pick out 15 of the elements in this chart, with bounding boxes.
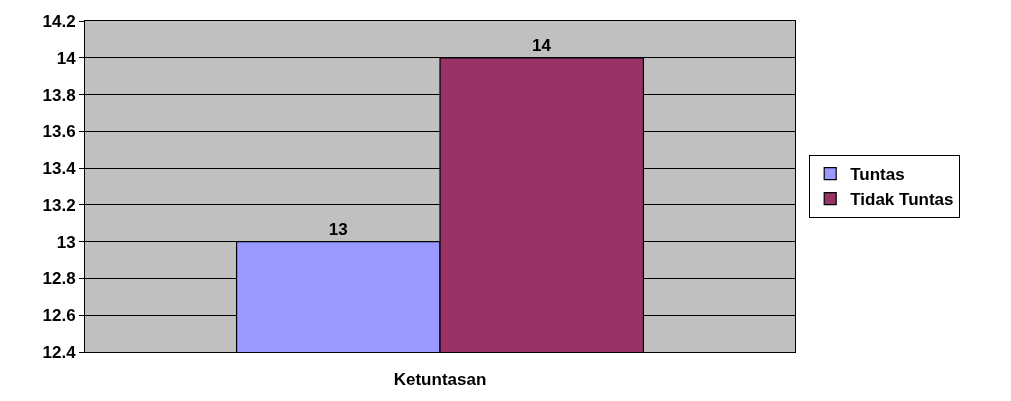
legend-label: Tidak Tuntas (850, 190, 954, 210)
y-tick-label: 13 (56, 232, 76, 252)
y-tick-label: 14.2 (42, 11, 76, 31)
data-label: 14 (531, 35, 552, 55)
y-tick-label: 13.6 (42, 122, 76, 142)
y-tick-label: 12.8 (42, 269, 76, 289)
data-label: 13 (328, 219, 348, 239)
y-tick-label: 12.4 (42, 342, 77, 362)
y-tick-label: 14 (56, 48, 77, 68)
x-tick-label: Ketuntasan (393, 370, 487, 390)
y-tick-label: 13.2 (42, 195, 76, 215)
y-tick-label: 13.4 (42, 159, 77, 179)
y-tick-label: 12.6 (42, 306, 76, 326)
legend-label: Tuntas (850, 165, 905, 185)
y-tick-label: 13.8 (42, 85, 76, 105)
